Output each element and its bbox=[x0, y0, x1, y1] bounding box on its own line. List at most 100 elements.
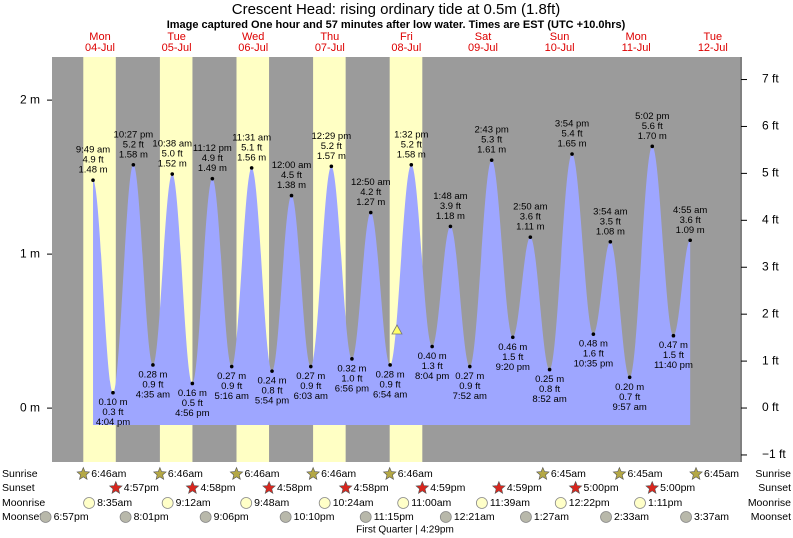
extreme-label: 10:35 pm bbox=[574, 359, 614, 370]
extreme-label: 1.58 m bbox=[119, 149, 148, 160]
extreme-label: 4.9 ft bbox=[82, 155, 103, 166]
moonrise-icon bbox=[554, 497, 567, 509]
sunrise-icon bbox=[152, 466, 167, 480]
extreme-label: 0.25 m bbox=[535, 374, 564, 385]
moonset-icon bbox=[359, 511, 372, 523]
extreme-label: 5.4 ft bbox=[561, 129, 582, 140]
day-date: 07-Jul bbox=[315, 42, 345, 54]
extreme-dot bbox=[547, 367, 552, 372]
day-date: 11-Jul bbox=[622, 42, 651, 54]
extreme-dot bbox=[409, 162, 414, 167]
moonrise-icon bbox=[397, 497, 410, 509]
almanac-time: 11:39am bbox=[490, 497, 530, 509]
y2-tick-label: −1 ft bbox=[762, 447, 786, 461]
extreme-label: 1.38 m bbox=[277, 180, 306, 191]
extreme-label: 10:38 am bbox=[152, 139, 192, 150]
extreme-label: 0.9 ft bbox=[300, 381, 321, 392]
extreme-label: 7:52 am bbox=[453, 391, 487, 402]
row-label-right: Moonrise bbox=[748, 497, 791, 509]
extreme-label: 1.18 m bbox=[436, 211, 465, 222]
extreme-label: 2:50 am bbox=[513, 202, 547, 213]
almanac-time: 6:46am bbox=[91, 468, 126, 480]
day-date: 08-Jul bbox=[391, 42, 421, 54]
extreme-dot bbox=[468, 364, 472, 369]
almanac-time: 5:00pm bbox=[584, 482, 619, 494]
sunset-icon bbox=[568, 480, 583, 494]
extreme-label: 6:56 pm bbox=[335, 383, 369, 394]
extreme-label: 8:04 pm bbox=[415, 371, 449, 382]
extreme-label: 5.3 ft bbox=[481, 135, 502, 146]
extreme-label: 0.9 ft bbox=[142, 380, 163, 391]
extreme-label: 0.8 ft bbox=[261, 386, 282, 397]
almanac-time: 8:01pm bbox=[134, 511, 169, 523]
extreme-label: 2:43 pm bbox=[475, 125, 509, 136]
extreme-label: 0.16 m bbox=[178, 388, 207, 399]
extreme-label: 3.5 ft bbox=[600, 216, 621, 227]
extreme-label: 0.28 m bbox=[138, 370, 167, 381]
extreme-dot bbox=[151, 363, 155, 367]
extreme-dot bbox=[210, 176, 215, 181]
row-label-left: Moonrise bbox=[2, 497, 45, 509]
sunset-icon bbox=[415, 480, 430, 494]
extreme-dot bbox=[510, 335, 515, 340]
moonset-icon bbox=[439, 511, 452, 523]
almanac-time: 8:35am bbox=[97, 497, 132, 509]
day-name: Wed bbox=[242, 31, 264, 43]
extreme-label: 1.52 m bbox=[158, 159, 187, 170]
almanac-time: 3:37am bbox=[694, 511, 729, 523]
extreme-label: 5:16 am bbox=[215, 391, 249, 402]
y2-tick-label: 1 ft bbox=[762, 353, 779, 367]
almanac-time: 9:06pm bbox=[214, 511, 249, 523]
day-date: 06-Jul bbox=[238, 42, 268, 54]
extreme-label: 1.5 ft bbox=[663, 350, 684, 361]
extreme-label: 5.6 ft bbox=[642, 121, 663, 132]
almanac-time: 6:46am bbox=[168, 468, 203, 480]
extreme-label: 1.3 ft bbox=[422, 361, 443, 372]
almanac-time: 4:58pm bbox=[277, 482, 312, 494]
extreme-label: 0.10 m bbox=[98, 397, 127, 408]
row-label-right: Sunrise bbox=[755, 468, 791, 480]
extreme-label: 0.48 m bbox=[579, 339, 608, 350]
extreme-dot bbox=[671, 333, 676, 338]
chart-subtitle: Image captured One hour and 57 minutes a… bbox=[167, 19, 626, 31]
extreme-label: 1.11 m bbox=[516, 222, 544, 233]
extreme-label: 9:57 am bbox=[612, 402, 646, 413]
day-name: Sun bbox=[550, 31, 570, 43]
extreme-label: 1.0 ft bbox=[341, 373, 362, 384]
moonset-icon bbox=[680, 511, 692, 523]
extreme-label: 0.24 m bbox=[258, 376, 287, 387]
extreme-label: 0.46 m bbox=[498, 342, 527, 353]
extreme-label: 11:31 am bbox=[232, 132, 271, 143]
almanac-time: 6:46am bbox=[244, 468, 279, 480]
extreme-label: 5:02 pm bbox=[635, 111, 669, 122]
sunrise-icon bbox=[76, 466, 91, 480]
sunrise-icon bbox=[382, 466, 397, 480]
almanac-time: 11:00am bbox=[411, 497, 451, 509]
extreme-label: 1.56 m bbox=[237, 152, 266, 163]
current-tide-marker bbox=[391, 324, 403, 335]
extreme-label: 4.2 ft bbox=[360, 187, 381, 198]
extreme-label: 1.57 m bbox=[317, 151, 346, 162]
y2-tick-label: 7 ft bbox=[762, 72, 779, 86]
sunrise-icon bbox=[535, 466, 550, 480]
extreme-label: 8:52 am bbox=[532, 394, 566, 405]
row-label-right: Moonset bbox=[751, 511, 791, 523]
extreme-label: 0.7 ft bbox=[619, 392, 640, 403]
day-date: 09-Jul bbox=[468, 42, 498, 54]
extreme-label: 1:48 am bbox=[433, 191, 467, 202]
extreme-label: 0.3 ft bbox=[102, 407, 123, 418]
extreme-label: 1:32 pm bbox=[394, 129, 428, 140]
almanac-time: 10:24am bbox=[333, 497, 374, 509]
day-date: 05-Jul bbox=[162, 42, 192, 54]
extreme-label: 5.2 ft bbox=[401, 139, 422, 150]
day-name: Sat bbox=[475, 31, 492, 43]
day-date: 10-Jul bbox=[545, 42, 575, 54]
moonset-icon bbox=[199, 511, 212, 523]
almanac-time: 4:59pm bbox=[507, 482, 542, 494]
extreme-label: 0.9 ft bbox=[459, 381, 480, 392]
moonset-icon bbox=[600, 511, 612, 523]
almanac-time: 10:10pm bbox=[294, 511, 335, 523]
almanac-time: 9:48am bbox=[254, 497, 289, 509]
day-name: Tue bbox=[167, 31, 186, 43]
